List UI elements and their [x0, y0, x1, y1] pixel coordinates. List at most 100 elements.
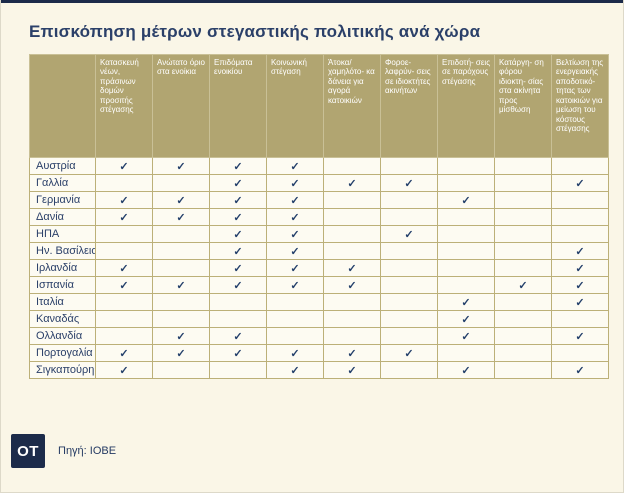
column-header-7: Επιδοτή- σεις σε παρόχους στέγασης	[437, 54, 495, 158]
table-row: Γερμανία ✓ ✓ ✓ ✓ ✓	[29, 191, 609, 209]
empty-cell	[323, 310, 381, 328]
table-row: Ολλανδία ✓ ✓ ✓ ✓	[29, 327, 609, 345]
country-cell: Γαλλία	[29, 174, 96, 192]
check-cell: ✓	[380, 225, 438, 243]
check-cell: ✓	[437, 361, 495, 379]
table-row: Αυστρία ✓ ✓ ✓ ✓	[29, 157, 609, 175]
empty-cell	[323, 293, 381, 311]
policy-table-container: Κατασκευή νέων, πράσινων δομών προσιτής …	[29, 54, 609, 379]
empty-cell	[152, 361, 210, 379]
empty-cell	[323, 242, 381, 260]
column-header-5: Άτοκα/ χαμηλότο- κα δάνεια για αγορά κατ…	[323, 54, 381, 158]
empty-cell	[152, 310, 210, 328]
table-row: Ιρλανδία ✓ ✓ ✓ ✓ ✓	[29, 259, 609, 277]
check-cell: ✓	[551, 327, 609, 345]
check-cell: ✓	[323, 344, 381, 362]
check-cell: ✓	[209, 344, 267, 362]
check-cell: ✓	[266, 361, 324, 379]
country-cell: Ιταλία	[29, 293, 96, 311]
empty-cell	[152, 259, 210, 277]
table-row: Καναδάς ✓	[29, 310, 609, 328]
empty-cell	[437, 157, 495, 175]
check-cell: ✓	[266, 208, 324, 226]
empty-cell	[494, 259, 552, 277]
check-cell: ✓	[152, 344, 210, 362]
empty-cell	[380, 242, 438, 260]
check-cell: ✓	[209, 259, 267, 277]
empty-cell	[380, 276, 438, 294]
column-header-2: Ανώτατο όριο στα ενοίκια	[152, 54, 210, 158]
check-cell: ✓	[152, 208, 210, 226]
empty-cell	[551, 157, 609, 175]
check-cell: ✓	[266, 174, 324, 192]
check-cell: ✓	[266, 191, 324, 209]
check-cell: ✓	[551, 174, 609, 192]
empty-cell	[323, 157, 381, 175]
check-cell: ✓	[551, 361, 609, 379]
table-row: Ην. Βασίλειο ✓ ✓ ✓	[29, 242, 609, 260]
column-header-3: Επιδόματα ενοικίου	[209, 54, 267, 158]
column-header-9: Βελτίωση της ενεργειακής αποδοτικό- τητα…	[551, 54, 609, 158]
check-cell: ✓	[266, 242, 324, 260]
empty-cell	[437, 259, 495, 277]
top-accent-bar	[1, 0, 623, 3]
country-cell: Αυστρία	[29, 157, 96, 175]
source-label: Πηγή: ΙΟΒΕ	[58, 445, 117, 457]
country-cell: Πορτογαλία	[29, 344, 96, 362]
empty-cell	[209, 310, 267, 328]
empty-cell	[380, 191, 438, 209]
country-cell: Ισπανία	[29, 276, 96, 294]
country-cell: Ιρλανδία	[29, 259, 96, 277]
empty-cell	[323, 191, 381, 209]
column-header-1: Κατασκευή νέων, πράσινων δομών προσιτής …	[95, 54, 153, 158]
check-cell: ✓	[209, 276, 267, 294]
column-header-8: Κατάργη- ση φόρου ιδιοκτη- σίας στα ακίν…	[494, 54, 552, 158]
empty-cell	[152, 174, 210, 192]
ot-logo: OT	[11, 434, 45, 468]
empty-cell	[323, 225, 381, 243]
empty-cell	[551, 344, 609, 362]
empty-cell	[494, 225, 552, 243]
empty-cell	[494, 174, 552, 192]
empty-cell	[380, 208, 438, 226]
check-cell: ✓	[95, 191, 153, 209]
check-cell: ✓	[209, 174, 267, 192]
table-row: Γαλλία ✓ ✓ ✓ ✓ ✓	[29, 174, 609, 192]
table-row: Ισπανία ✓ ✓ ✓ ✓ ✓ ✓ ✓	[29, 276, 609, 294]
empty-cell	[494, 310, 552, 328]
empty-cell	[152, 242, 210, 260]
check-cell: ✓	[152, 276, 210, 294]
empty-cell	[437, 344, 495, 362]
empty-cell	[494, 361, 552, 379]
empty-cell	[380, 259, 438, 277]
check-cell: ✓	[323, 259, 381, 277]
check-cell: ✓	[323, 276, 381, 294]
check-cell: ✓	[380, 174, 438, 192]
empty-cell	[209, 293, 267, 311]
check-cell: ✓	[209, 225, 267, 243]
empty-cell	[437, 174, 495, 192]
check-cell: ✓	[551, 293, 609, 311]
page-title: Επισκόπηση μέτρων στεγαστικής πολιτικής …	[29, 22, 481, 41]
empty-cell	[494, 191, 552, 209]
check-cell: ✓	[209, 191, 267, 209]
table-row: Σιγκαπούρη ✓ ✓ ✓ ✓ ✓	[29, 361, 609, 379]
table-header-row: Κατασκευή νέων, πράσινων δομών προσιτής …	[29, 54, 609, 158]
empty-cell	[152, 293, 210, 311]
empty-cell	[437, 242, 495, 260]
column-header-6: Φοροε- λαφρύν- σεις σε ιδιοκτήτες ακινήτ…	[380, 54, 438, 158]
country-cell: Ολλανδία	[29, 327, 96, 345]
check-cell: ✓	[95, 276, 153, 294]
check-cell: ✓	[266, 225, 324, 243]
table-row: Ιταλία ✓ ✓	[29, 293, 609, 311]
empty-cell	[551, 225, 609, 243]
empty-cell	[323, 208, 381, 226]
empty-cell	[95, 225, 153, 243]
empty-cell	[437, 276, 495, 294]
empty-cell	[437, 208, 495, 226]
empty-cell	[551, 310, 609, 328]
empty-cell	[437, 225, 495, 243]
check-cell: ✓	[494, 276, 552, 294]
empty-cell	[380, 361, 438, 379]
